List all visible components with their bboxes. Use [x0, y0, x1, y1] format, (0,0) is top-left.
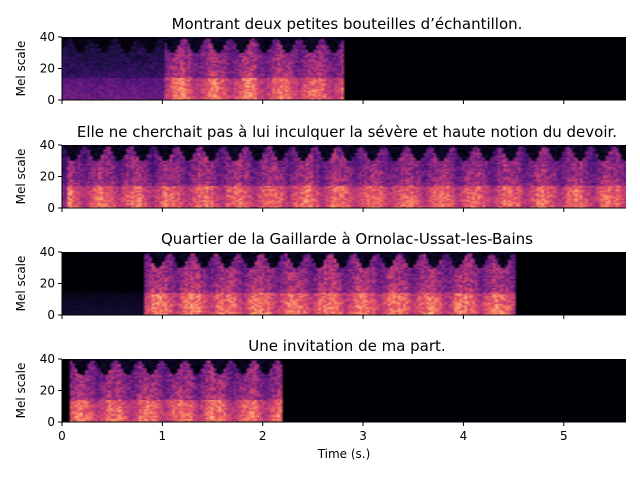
x-axis-label: Time (s.) [317, 447, 371, 461]
y-tick-label: 20 [40, 277, 55, 291]
spectrogram-panel-1: Montrant deux petites bouteilles d’échan… [14, 15, 626, 107]
x-tick-label: 1 [159, 429, 167, 443]
y-axis-label: Mel scale [14, 41, 28, 97]
y-tick-label: 40 [40, 30, 55, 44]
y-tick-label: 0 [47, 308, 55, 322]
spectrogram-image [62, 145, 626, 208]
y-tick-label: 40 [40, 138, 55, 152]
x-tick-label: 3 [359, 429, 367, 443]
y-tick-label: 0 [47, 93, 55, 107]
y-axis-label: Mel scale [14, 149, 28, 205]
x-tick-label: 4 [460, 429, 468, 443]
panel-title: Quartier de la Gaillarde à Ornolac-Ussat… [161, 230, 533, 248]
y-tick-label: 20 [40, 170, 55, 184]
y-tick-label: 20 [40, 384, 55, 398]
panel-title: Montrant deux petites bouteilles d’échan… [172, 15, 523, 33]
spectrogram-image [62, 37, 626, 100]
y-tick-label: 0 [47, 201, 55, 215]
x-tick-label: 5 [560, 429, 568, 443]
spectrogram-panel-2: Elle ne cherchait pas à lui inculquer la… [14, 123, 626, 215]
spectrogram-image [62, 359, 626, 422]
y-axis-label: Mel scale [14, 363, 28, 419]
y-tick-label: 0 [47, 415, 55, 429]
x-tick-label: 0 [58, 429, 66, 443]
spectrogram-image [62, 252, 626, 315]
panel-title: Une invitation de ma part. [248, 337, 445, 355]
y-axis-label: Mel scale [14, 256, 28, 312]
y-tick-label: 40 [40, 352, 55, 366]
x-tick-label: 2 [259, 429, 267, 443]
y-tick-label: 20 [40, 62, 55, 76]
panel-title: Elle ne cherchait pas à lui inculquer la… [77, 123, 617, 141]
spectrogram-panel-3: Quartier de la Gaillarde à Ornolac-Ussat… [14, 230, 626, 322]
y-tick-label: 40 [40, 245, 55, 259]
